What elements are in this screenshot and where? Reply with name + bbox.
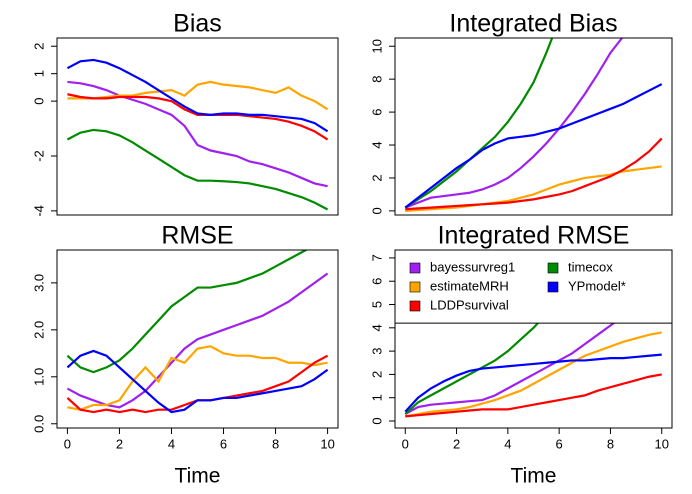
x-tick-label: 0 — [402, 436, 409, 451]
y-tick-label: 2 — [31, 43, 46, 50]
y-tick-label: 2 — [369, 174, 384, 181]
x-tick-label: 2 — [116, 436, 123, 451]
x-tick-label: 2 — [453, 436, 460, 451]
series-line — [67, 80, 329, 111]
y-tick-label: 0 — [31, 97, 46, 104]
panel-title: RMSE — [161, 222, 233, 250]
panel-title: Integrated Bias — [449, 10, 617, 38]
series-line — [66, 272, 329, 409]
legend-label: bayessurvreg1 — [430, 259, 515, 274]
x-tick-label: 10 — [655, 436, 669, 451]
series-line — [405, 373, 662, 418]
plot-frame — [56, 37, 339, 216]
legend-swatch — [409, 300, 421, 312]
panel-title: Bias — [173, 10, 222, 38]
plot-frame — [394, 37, 673, 216]
series-line — [66, 349, 329, 414]
y-tick-label: 5 — [369, 301, 384, 308]
legend-swatch — [409, 262, 421, 274]
y-tick-label: 1.0 — [31, 368, 46, 386]
x-tick-label: 4 — [504, 436, 511, 451]
x-tick-label: 6 — [556, 436, 563, 451]
plot-frame — [394, 249, 673, 429]
x-tick-label: 6 — [220, 436, 227, 451]
series-line — [405, 331, 662, 418]
plot-frame — [56, 249, 339, 429]
series-line — [66, 58, 329, 133]
y-tick-label: 0.0 — [31, 415, 46, 433]
legend-label: estimateMRH — [430, 278, 509, 293]
series-line — [67, 80, 328, 188]
legend-label: timecox — [568, 259, 613, 274]
y-tick-label: -2 — [31, 150, 46, 162]
x-tick-label: 8 — [607, 436, 614, 451]
panel-title: Integrated RMSE — [438, 222, 630, 250]
y-tick-label: 1 — [369, 394, 384, 401]
legend-label: LDDPsurvival — [430, 297, 509, 312]
x-tick-label: 8 — [272, 436, 279, 451]
y-tick-label: 6 — [369, 108, 384, 115]
y-tick-label: 1 — [31, 70, 46, 77]
legend-box — [395, 250, 672, 324]
y-tick-label: 2.0 — [31, 321, 46, 339]
series-line — [67, 345, 328, 411]
y-tick-label: 10 — [369, 39, 384, 53]
series-line — [404, 250, 595, 415]
series-group — [66, 250, 329, 414]
legend-swatch — [547, 262, 559, 274]
x-axis-label: Time — [511, 465, 557, 488]
series-group — [404, 38, 663, 212]
x-axis-label: Time — [175, 465, 221, 488]
series-line — [404, 38, 554, 209]
y-tick-label: 4 — [369, 324, 384, 331]
y-tick-label: 4 — [369, 141, 384, 148]
x-tick-label: 4 — [168, 436, 175, 451]
series-line — [404, 83, 663, 209]
series-line — [66, 128, 329, 211]
y-tick-label: 0 — [369, 207, 384, 214]
series-group — [66, 58, 329, 211]
legend-swatch — [547, 281, 559, 293]
y-tick-label: 2 — [369, 371, 384, 378]
series-line — [404, 353, 662, 413]
y-tick-label: 3 — [369, 347, 384, 354]
x-tick-label: 10 — [320, 436, 334, 451]
y-tick-label: 8 — [369, 76, 384, 83]
legend-swatch — [409, 281, 421, 293]
series-line — [66, 354, 329, 414]
y-tick-label: 7 — [369, 254, 384, 261]
y-tick-label: 0 — [369, 417, 384, 424]
legend-label: YPmodel* — [568, 278, 626, 293]
series-line — [404, 38, 624, 209]
series-line — [405, 165, 662, 212]
y-tick-label: 3.0 — [31, 274, 46, 292]
series-line — [66, 250, 309, 374]
series-line — [67, 93, 329, 141]
y-tick-label: -4 — [31, 205, 46, 217]
y-tick-label: 6 — [369, 278, 384, 285]
series-line — [405, 137, 663, 211]
x-tick-label: 0 — [64, 436, 71, 451]
